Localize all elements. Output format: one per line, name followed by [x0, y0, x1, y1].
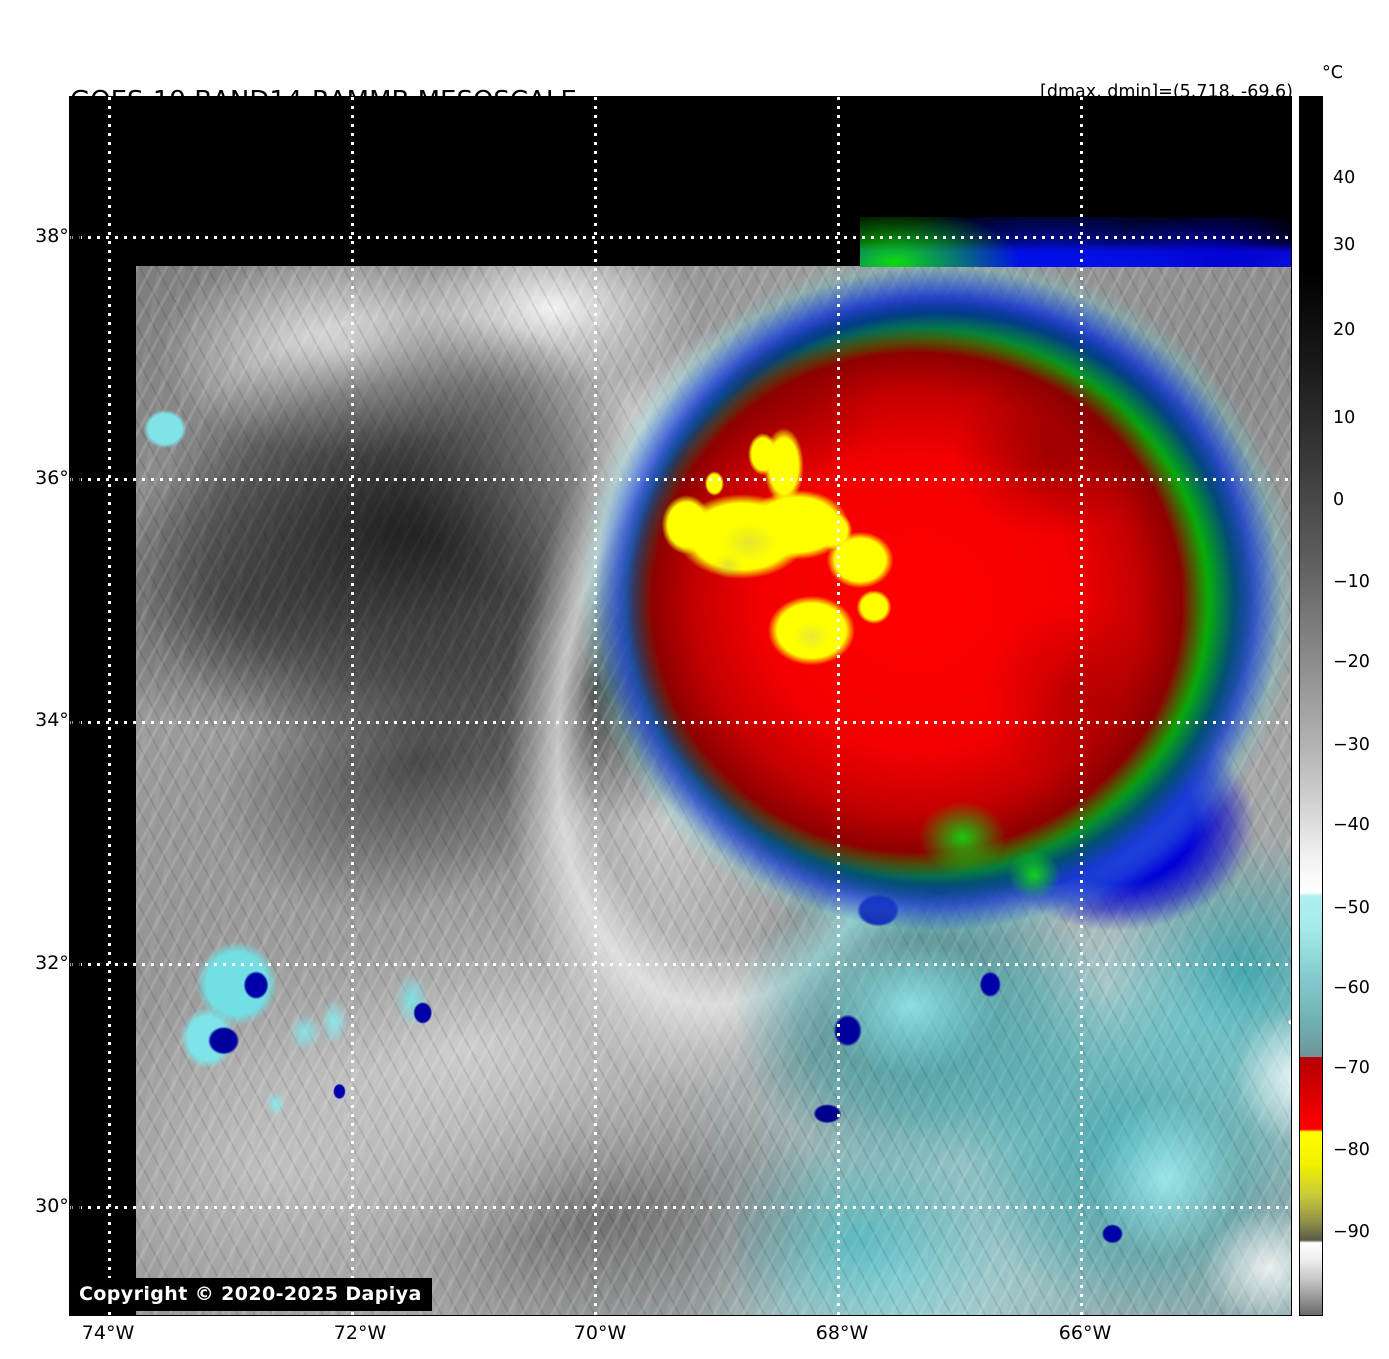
lon-tick-74w: 74°W	[81, 1322, 135, 1344]
lon-tick-68w: 68°W	[815, 1322, 869, 1344]
lon-tick-70w: 70°W	[573, 1322, 627, 1344]
colorbar-tick-0: 0	[1333, 490, 1345, 510]
copyright-watermark: Copyright © 2020-2025 Dapiya	[69, 1278, 432, 1311]
satellite-image-plot	[69, 96, 1292, 1316]
colorbar-tick-m90: −90	[1333, 1222, 1370, 1242]
satellite-raster-top-right	[860, 217, 1291, 267]
colorbar-tick-m40: −40	[1333, 815, 1370, 835]
lat-tick-36n: 36°N	[35, 467, 83, 489]
lon-tick-72w: 72°W	[333, 1322, 387, 1344]
colorbar-tick-m20: −20	[1333, 652, 1370, 672]
colorbar-tick-m50: −50	[1333, 898, 1370, 918]
lat-tick-38n: 38°N	[35, 225, 83, 247]
top-right-cold-tops	[860, 217, 1291, 267]
colorbar-tick-40: 40	[1333, 168, 1356, 188]
colorbar-tick-m80: −80	[1333, 1140, 1370, 1160]
colorbar-tick-30: 30	[1333, 235, 1356, 255]
colorbar-tick-20: 20	[1333, 320, 1356, 340]
green-wisps-south	[876, 770, 1131, 939]
colorbar-tick-m60: −60	[1333, 978, 1370, 998]
lon-tick-66w: 66°W	[1058, 1322, 1112, 1344]
blue-cells-sw	[182, 938, 646, 1170]
lat-tick-30n: 30°N	[35, 1195, 83, 1217]
satellite-raster	[136, 266, 1291, 1315]
storm-yellow-tops	[645, 413, 993, 708]
lat-tick-34n: 34°N	[35, 709, 83, 731]
colorbar-tick-m30: −30	[1333, 735, 1370, 755]
colorbar-tick-10: 10	[1333, 408, 1356, 428]
colorbar-lower-band	[1299, 1057, 1323, 1316]
lat-tick-32n: 32°N	[35, 952, 83, 974]
storm-yellow-tops-olive	[645, 413, 993, 708]
colorbar-tick-m10: −10	[1333, 572, 1370, 592]
tropical-cyclone-symbol-icon	[1288, 1020, 1291, 1025]
colorbar-unit-label: °C	[1322, 63, 1343, 83]
colorbar-tick-m70: −70	[1333, 1058, 1370, 1078]
cyan-speck-west	[136, 402, 194, 456]
colorbar-gradient	[1300, 97, 1322, 1315]
gridline-lon-74	[108, 97, 111, 1315]
